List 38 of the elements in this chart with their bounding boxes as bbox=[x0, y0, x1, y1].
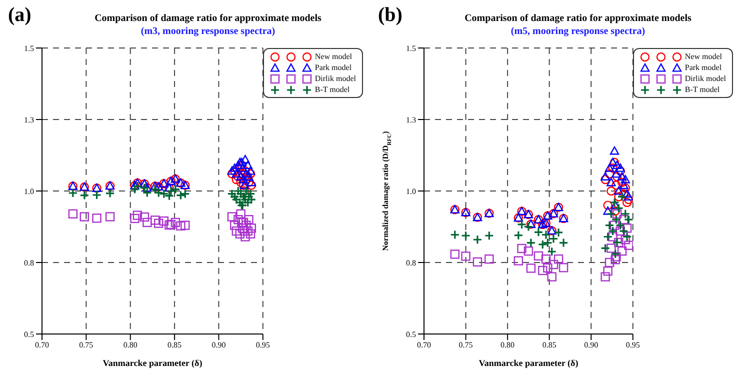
x-tick-label: 0.75 bbox=[458, 340, 473, 350]
y-tick-label: 1.5 bbox=[406, 44, 416, 53]
y-tick-label: 0.5 bbox=[406, 330, 416, 339]
y-tick-label: 0.8 bbox=[406, 258, 416, 268]
y-tick-label: 0.8 bbox=[24, 258, 34, 268]
legend-label: Dirlik model bbox=[314, 74, 356, 83]
x-tick-label: 0.70 bbox=[35, 340, 49, 350]
x-axis-title: Vanmarcke parameter (δ) bbox=[478, 358, 578, 368]
x-tick-label: 0.90 bbox=[212, 340, 226, 350]
y-tick-label: 1.3 bbox=[406, 115, 416, 124]
x-tick-label: 0.85 bbox=[168, 340, 182, 350]
chart-subtitle: (m5, mooring response spectra) bbox=[510, 25, 646, 38]
legend-label: Park model bbox=[684, 63, 722, 72]
legend-label: Dirlik model bbox=[684, 74, 726, 83]
y-tick-label: 1.0 bbox=[406, 186, 416, 196]
x-axis-title: Vanmarcke parameter (δ) bbox=[102, 358, 202, 368]
chart-subtitle: (m3, mooring response spectra) bbox=[140, 25, 276, 38]
legend-label: New model bbox=[684, 52, 722, 61]
legend-label: Park model bbox=[314, 63, 352, 72]
y-tick-label: 1.3 bbox=[24, 115, 34, 124]
legend-label: New model bbox=[314, 52, 352, 61]
text: (a) bbox=[8, 4, 32, 27]
x-tick-label: 0.85 bbox=[542, 340, 556, 350]
chart-title: Comparison of damage ratio for approximate models bbox=[464, 12, 692, 25]
y-tick-label: 1.5 bbox=[24, 44, 34, 53]
y-tick-label: 1.0 bbox=[24, 186, 34, 196]
chart-title: Comparison of damage ratio for approximate models bbox=[94, 12, 322, 25]
text: (b) bbox=[378, 4, 402, 27]
legend-label: B-T model bbox=[684, 85, 720, 94]
x-tick-label: 0.90 bbox=[584, 340, 598, 350]
y-tick-label: 0.5 bbox=[24, 330, 34, 339]
x-tick-label: 0.95 bbox=[256, 340, 270, 350]
x-tick-label: 0.95 bbox=[626, 340, 640, 350]
x-tick-label: 0.80 bbox=[123, 340, 138, 350]
x-tick-label: 0.80 bbox=[500, 340, 515, 350]
legend-label: B-T model bbox=[314, 85, 350, 94]
x-tick-label: 0.75 bbox=[79, 340, 94, 350]
x-tick-label: 0.70 bbox=[417, 340, 431, 350]
